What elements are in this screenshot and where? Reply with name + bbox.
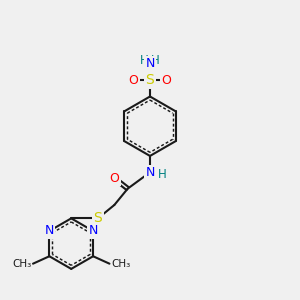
- Text: CH₃: CH₃: [12, 259, 32, 269]
- Text: H: H: [151, 54, 160, 67]
- Text: S: S: [146, 73, 154, 87]
- Text: O: O: [161, 74, 171, 87]
- Text: S: S: [94, 212, 102, 225]
- Text: N: N: [145, 166, 155, 179]
- Text: O: O: [110, 172, 119, 185]
- Text: CH₃: CH₃: [111, 259, 130, 269]
- Text: H: H: [158, 168, 167, 181]
- Text: N: N: [45, 224, 54, 238]
- Text: H: H: [140, 54, 149, 67]
- Text: N: N: [88, 224, 98, 238]
- Text: O: O: [129, 74, 139, 87]
- Text: N: N: [145, 57, 155, 70]
